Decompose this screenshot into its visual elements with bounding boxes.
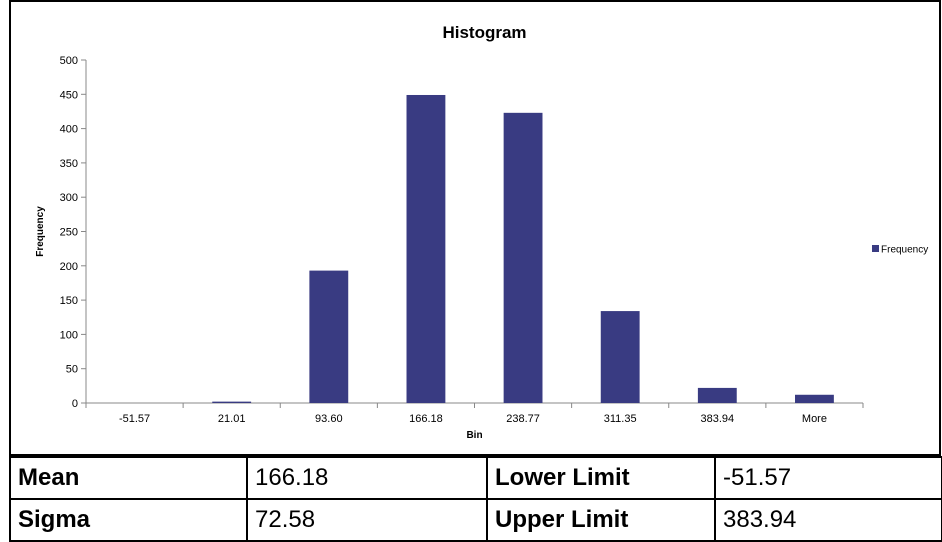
sigma-value: 72.58: [246, 498, 488, 542]
legend-label: Frequency: [881, 245, 928, 256]
x-tick-label: 311.35: [604, 413, 637, 425]
y-tick-label: 350: [60, 158, 78, 170]
x-tick-label: More: [802, 413, 827, 425]
sigma-label: Sigma: [9, 498, 248, 542]
histogram-bar: [503, 112, 543, 404]
histogram-bar: [795, 394, 834, 403]
legend-swatch: [872, 245, 879, 252]
histogram-bar: [212, 401, 252, 403]
lower-limit-label: Lower Limit: [486, 456, 716, 500]
histogram-bar: [309, 270, 349, 403]
upper-limit-value: 383.94: [714, 498, 942, 542]
x-tick-label: 383.94: [700, 413, 734, 425]
mean-label: Mean: [9, 456, 248, 500]
histogram-bar: [600, 311, 640, 403]
stats-row-sigma: Sigma 72.58 Upper Limit 383.94: [9, 498, 942, 542]
lower-limit-value: -51.57: [714, 456, 942, 500]
upper-limit-label: Upper Limit: [486, 498, 716, 542]
chart-title: Histogram: [442, 23, 526, 42]
y-tick-label: 200: [60, 261, 78, 273]
y-tick-label: 250: [60, 227, 78, 239]
y-tick-label: 150: [60, 295, 78, 307]
x-tick-label: 238.77: [506, 413, 540, 425]
histogram-bar: [406, 94, 446, 404]
y-tick-label: 50: [66, 364, 78, 376]
y-tick-label: 0: [72, 398, 78, 410]
y-tick-label: 450: [60, 89, 78, 101]
stats-table: Mean 166.18 Lower Limit -51.57 Sigma 72.…: [9, 456, 942, 542]
y-axis-title: Frequency: [35, 206, 46, 257]
x-tick-label: 21.01: [218, 413, 246, 425]
stats-row-mean: Mean 166.18 Lower Limit -51.57: [9, 456, 942, 500]
y-tick-label: 500: [60, 55, 78, 67]
histogram-chart: Histogram 0 50 100 150 200 250 300 350 400 450 500 -…: [9, 0, 941, 456]
chart-svg: Histogram 0 50 100 150 200 250 300 350 400 450 500 -…: [35, 23, 928, 441]
x-tick-label: -51.57: [119, 413, 150, 425]
x-tick-label: 166.18: [409, 413, 443, 425]
mean-value: 166.18: [246, 456, 488, 500]
histogram-bar: [697, 387, 737, 403]
y-tick-label: 400: [60, 124, 78, 136]
x-tick-label: 93.60: [315, 413, 343, 425]
x-axis-title: Bin: [466, 430, 482, 441]
y-tick-label: 300: [60, 192, 78, 204]
y-tick-label: 100: [60, 329, 78, 341]
